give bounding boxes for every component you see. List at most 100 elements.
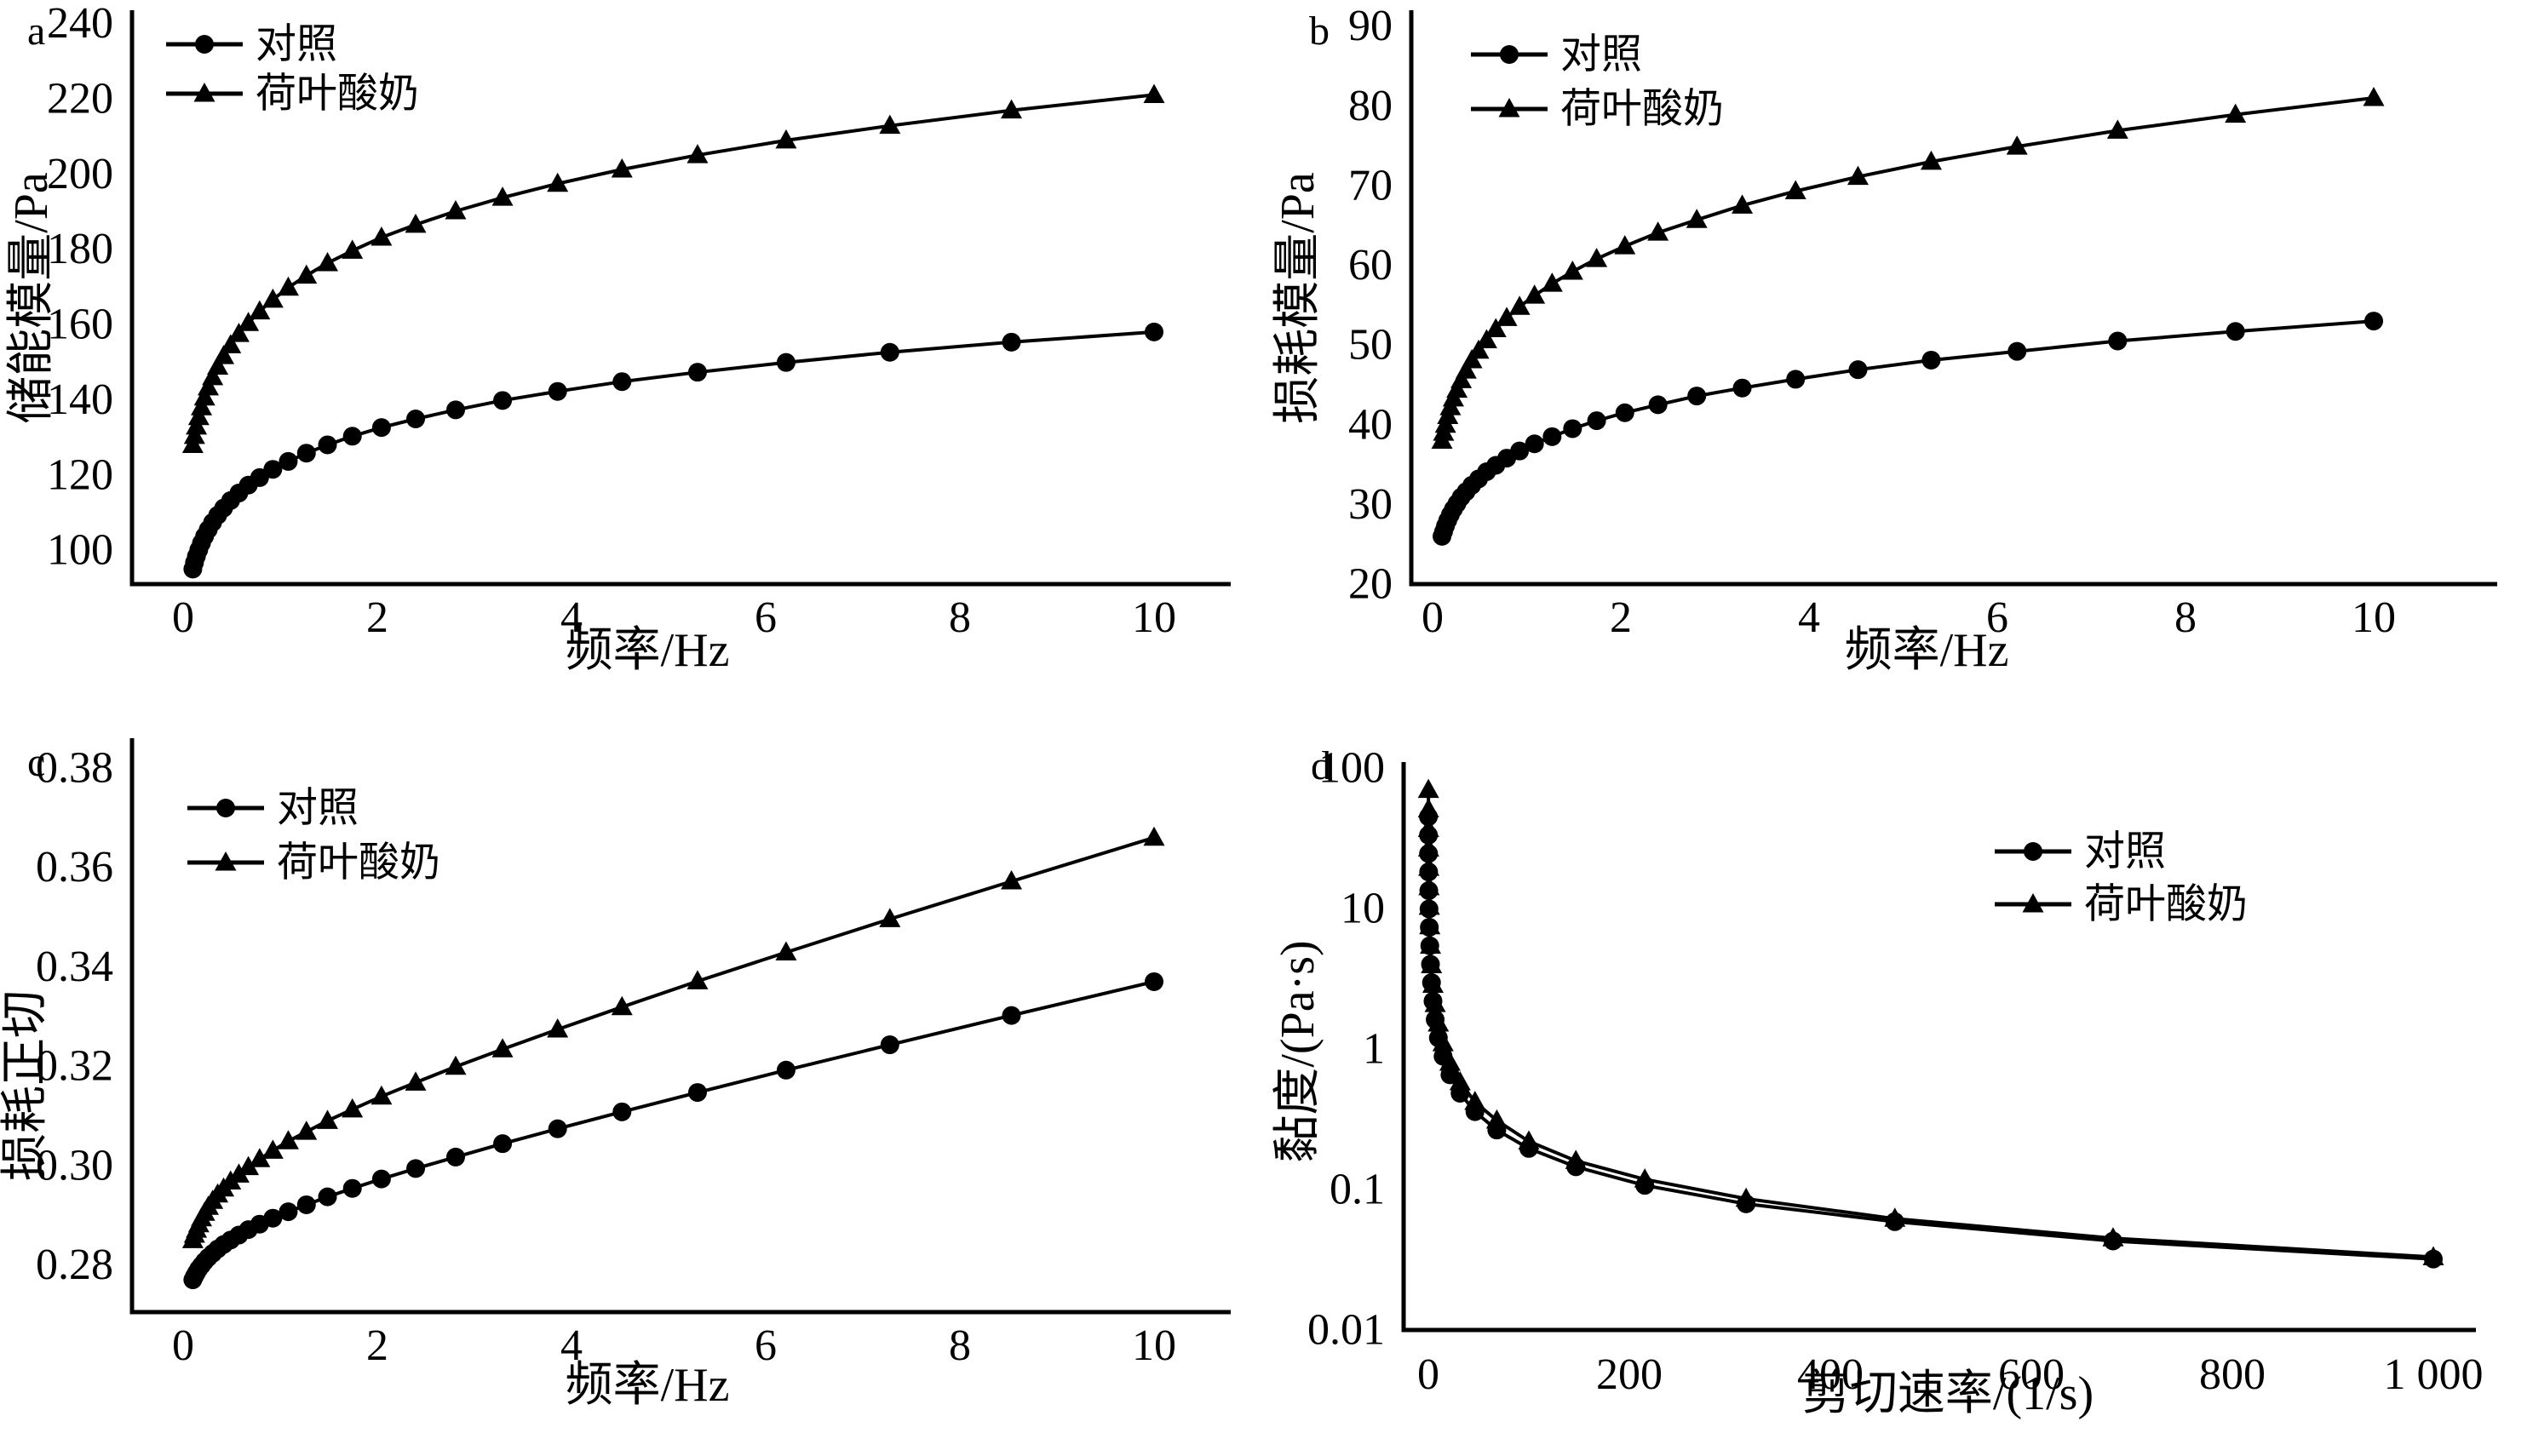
- x-tick-label: 6: [755, 1321, 777, 1370]
- data-point-marker: [1145, 972, 1163, 991]
- axis-spines: [129, 738, 1231, 1315]
- data-point-marker: [1784, 180, 1806, 199]
- data-point-marker: [279, 1202, 298, 1222]
- data-point-marker: [547, 1017, 569, 1038]
- data-point-marker: [1648, 395, 1668, 415]
- data-point-marker: [1449, 1071, 1471, 1091]
- y-tick-label: 220: [47, 74, 113, 123]
- data-point-marker: [1508, 295, 1531, 315]
- data-point-marker: [880, 1035, 899, 1055]
- series-line: [191, 835, 1155, 1241]
- series-lotus-yogurt: [1431, 86, 2385, 449]
- data-point-marker: [1920, 150, 1942, 170]
- data-point-marker: [1419, 914, 1441, 935]
- data-point-marker: [342, 427, 362, 446]
- data-point-marker: [263, 460, 283, 479]
- data-point-marker: [1542, 427, 1562, 446]
- data-point-marker: [405, 1071, 427, 1091]
- y-tick-label: 1: [1363, 1025, 1385, 1074]
- data-point-marker: [611, 995, 633, 1016]
- y-axis-label: 储能模量/Pa: [5, 172, 58, 424]
- data-point-marker: [261, 288, 284, 308]
- data-point-marker: [191, 396, 213, 416]
- x-tick-label: 4: [1798, 593, 1820, 642]
- data-point-marker: [1615, 403, 1634, 422]
- data-point-marker: [1143, 826, 1165, 846]
- y-tick-label: 240: [47, 0, 113, 48]
- legend-circle-marker: [1500, 45, 1519, 64]
- axis-spines: [1401, 762, 2476, 1333]
- data-point-marker: [1518, 1130, 1540, 1150]
- data-point-marker: [1002, 1006, 1021, 1025]
- data-point-marker: [687, 1083, 707, 1103]
- data-point-marker: [220, 334, 242, 353]
- data-point-marker: [249, 300, 271, 320]
- y-tick-label: 200: [47, 150, 113, 198]
- y-tick-label: 120: [47, 450, 113, 499]
- data-point-marker: [2102, 1227, 2124, 1247]
- data-point-marker: [1418, 875, 1440, 896]
- data-point-marker: [1427, 1012, 1450, 1032]
- data-point-marker: [2108, 331, 2128, 351]
- y-tick-label: 40: [1348, 400, 1393, 449]
- data-point-marker: [775, 941, 797, 961]
- data-point-marker: [227, 323, 250, 342]
- series-line: [191, 330, 1155, 570]
- x-tick-label: 8: [949, 593, 971, 642]
- data-point-marker: [1921, 350, 1941, 370]
- x-tick-label: 2: [366, 1321, 388, 1370]
- data-point-marker: [198, 375, 220, 396]
- data-point-marker: [1464, 1091, 1486, 1110]
- y-tick-label: 100: [1318, 744, 1385, 793]
- y-tick-label: 10: [1341, 885, 1385, 933]
- legend-triangle-marker: [215, 851, 237, 871]
- panel-a-chart: a 100 120 140 160 180 200 220 240 0 2 4 6 8 10 频率/Hz 储能模…: [5, 0, 1231, 677]
- data-point-marker: [1563, 419, 1582, 439]
- data-point-marker: [1439, 1051, 1461, 1071]
- series-line: [1427, 789, 2434, 1259]
- data-point-marker: [1496, 307, 1518, 326]
- data-point-marker: [406, 1159, 426, 1178]
- data-point-marker: [491, 186, 514, 206]
- data-point-marker: [1561, 261, 1583, 280]
- panel-letter: c: [27, 740, 45, 785]
- legend-label: 对照: [1560, 32, 1642, 77]
- y-tick-label: 50: [1348, 321, 1393, 370]
- data-point-marker: [317, 1109, 339, 1129]
- y-axis-label: 损耗正切: [0, 990, 52, 1181]
- data-point-marker: [548, 1119, 567, 1138]
- x-axis-label: 频率/Hz: [566, 1359, 730, 1412]
- y-tick-label: 90: [1348, 2, 1393, 50]
- x-tick-label: 1 000: [2384, 1350, 2484, 1399]
- x-tick-label: 6: [755, 593, 777, 642]
- data-point-marker: [493, 1134, 513, 1154]
- x-tick-label: 4: [560, 1321, 583, 1370]
- data-point-marker: [1424, 993, 1446, 1012]
- data-point-marker: [317, 252, 339, 272]
- data-point-marker: [2106, 119, 2128, 139]
- panel-c-chart: c 0.28 0.30 0.32 0.34 0.36 0.38 0 2 4 6 8 10 频率/Hz 损耗正…: [0, 738, 1231, 1412]
- series-line: [191, 979, 1155, 1281]
- legend-label: 对照: [256, 22, 337, 67]
- data-point-marker: [687, 363, 707, 382]
- data-point-marker: [202, 365, 224, 386]
- y-tick-label: 80: [1348, 82, 1393, 130]
- x-tick-label: 0: [172, 1321, 194, 1370]
- panel-b-chart: b 20 30 40 50 60 70 80 90 0 2 4 6 8 10 频率/Hz 损耗模量/Pa 对照荷叶…: [1272, 2, 2497, 677]
- data-point-marker: [2007, 341, 2027, 361]
- legend-circle-marker: [216, 799, 235, 817]
- y-tick-label: 70: [1348, 161, 1393, 209]
- data-point-marker: [445, 400, 465, 420]
- data-point-marker: [261, 1139, 284, 1159]
- data-point-marker: [611, 158, 633, 178]
- y-tick-label: 140: [47, 375, 113, 424]
- legend-circle-marker: [2024, 842, 2042, 861]
- data-point-marker: [1687, 387, 1707, 406]
- data-point-marker: [187, 405, 210, 426]
- series-lotus-yogurt: [181, 826, 1165, 1248]
- data-point-marker: [548, 381, 567, 401]
- data-point-marker: [1510, 441, 1530, 461]
- data-point-marker: [1001, 870, 1023, 890]
- data-point-marker: [1525, 434, 1544, 454]
